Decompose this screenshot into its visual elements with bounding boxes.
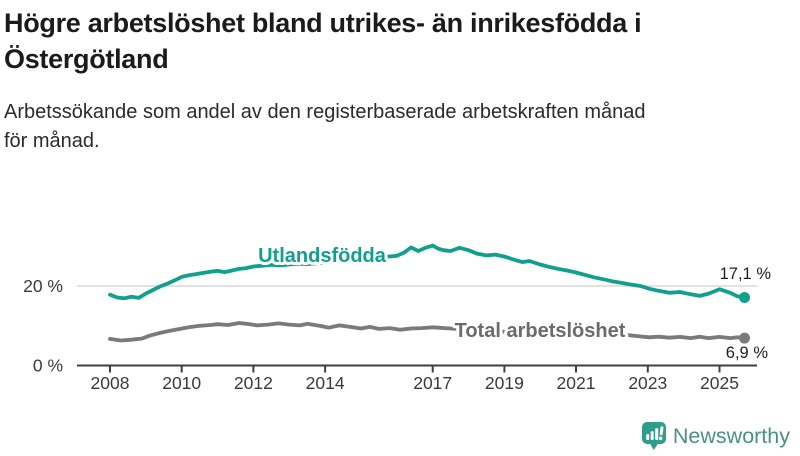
x-tick-label-2014: 2014 [306, 373, 345, 393]
newsworthy-logo: Newsworthy [641, 422, 790, 450]
y-axis-label-20: 20 % [23, 276, 63, 296]
end-value-total: 6,9 % [726, 344, 769, 362]
x-tick-label-2010: 2010 [162, 373, 201, 393]
bar-chart-glyph [646, 428, 659, 440]
series-label-total-arbetsloshet: Total arbetslöshet [455, 320, 626, 342]
page-title: Högre arbetslöshet bland utrikes- än inr… [4, 6, 796, 77]
chart-subtitle-line2: för månad. [4, 129, 100, 152]
x-axis-tick-marks [109, 366, 721, 373]
series-lines [108, 243, 750, 344]
x-tick-label-2019: 2019 [485, 373, 524, 393]
y-axis-labels: 20 % 0 % [23, 276, 63, 376]
page-title-line1: Högre arbetslöshet bland utrikes- än inr… [4, 8, 642, 38]
newsworthy-logo-text: Newsworthy [672, 423, 790, 448]
end-value-utlandsfodda: 17,1 % [720, 265, 772, 283]
page-title-line2: Östergötland [4, 43, 169, 74]
x-tick-label-2025: 2025 [700, 373, 739, 393]
chart-subtitle-line1: Arbetssökande som andel av den registerb… [4, 101, 646, 124]
bubble-shape [641, 422, 666, 450]
end-dot-total-arbetsloshet [739, 332, 750, 344]
line-utlandsfodda [108, 243, 747, 301]
x-tick-label-2012: 2012 [234, 373, 273, 393]
line-total-arbetsloshet [108, 321, 747, 343]
x-tick-label-2017: 2017 [413, 373, 452, 393]
exclamation-glyph [658, 426, 664, 441]
newsworthy-bubble-chart-icon [641, 422, 666, 450]
unemployment-line-chart: 2008 2010 2012 2014 2017 2019 2021 2023 2025 20 … [23, 242, 772, 393]
y-axis-label-0: 0 % [33, 356, 63, 376]
chart-subtitle: Arbetssökande som andel av den registerb… [4, 98, 796, 155]
x-axis-tick-labels: 2008 2010 2012 2014 2017 2019 2021 2023 2025 [91, 373, 739, 393]
x-tick-label-2021: 2021 [557, 373, 596, 393]
x-tick-label-2008: 2008 [91, 373, 130, 393]
x-tick-label-2023: 2023 [628, 373, 667, 393]
end-dot-utlandsfodda [739, 292, 750, 303]
series-label-utlandsfodda: Utlandsfödda [258, 245, 387, 267]
